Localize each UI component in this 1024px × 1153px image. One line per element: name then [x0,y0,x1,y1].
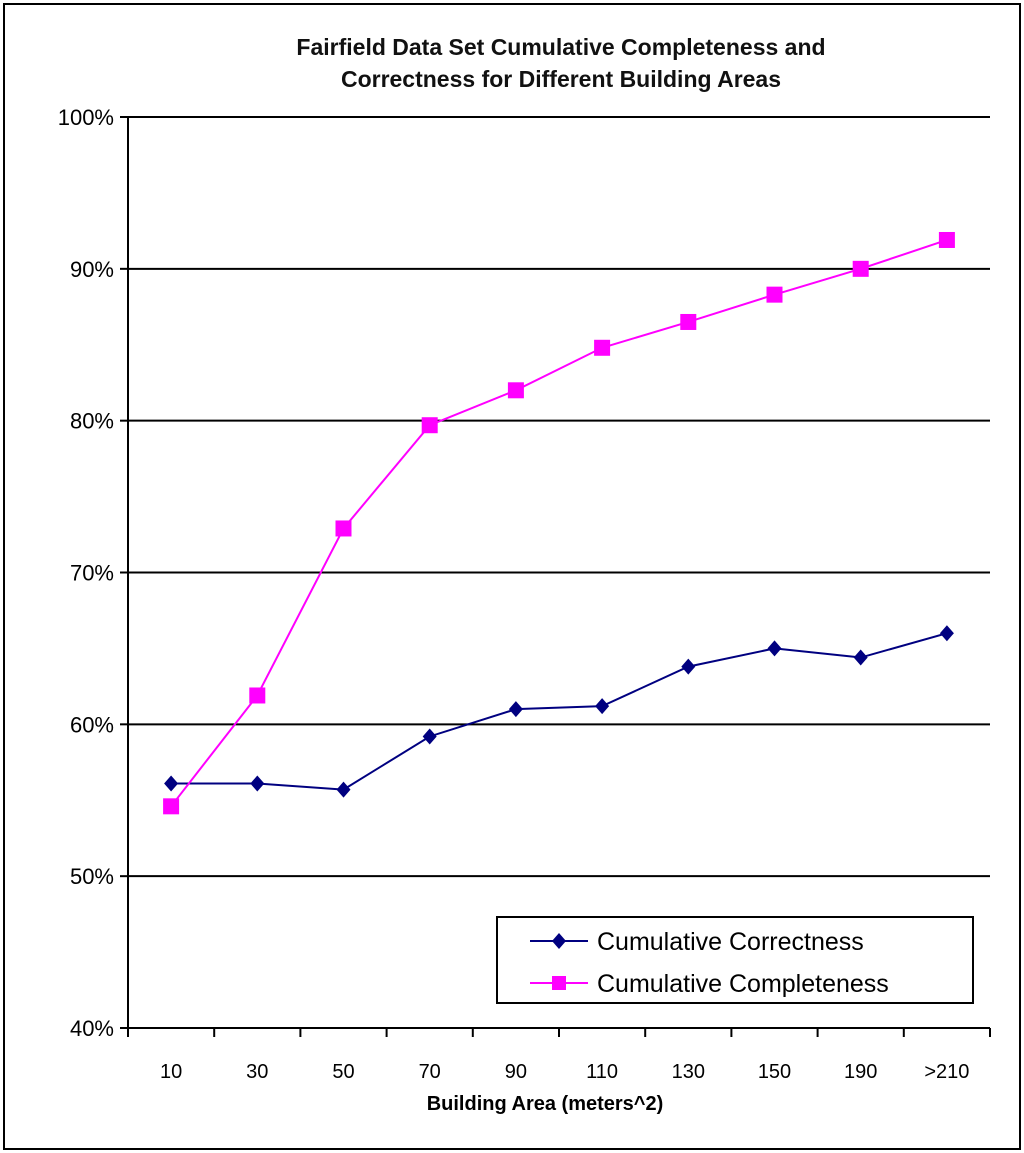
y-tick-label: 50% [70,864,114,889]
x-tick-label: 130 [672,1061,705,1083]
series [163,231,955,815]
y-tick-label: 70% [70,561,114,586]
data-point-correctness [250,775,265,792]
axes [120,116,991,1037]
x-tick-label: 110 [586,1061,618,1083]
legend-box [496,916,974,1004]
legend-label-completeness: Cumulative Completeness [597,970,889,998]
data-point-completeness [249,687,266,704]
legend: Cumulative Correctness Cumulative Comple… [496,916,974,1004]
chart-title-line-2: Correctness for Different Building Areas [341,66,781,92]
x-tick-labels: 10 30 50 70 90 110 130 150 190 >210 [160,1061,969,1083]
data-point-completeness [680,313,697,330]
x-tick-label: 190 [844,1061,877,1083]
x-tick-label: >210 [924,1061,969,1083]
x-tick-label: 150 [758,1061,791,1083]
y-tick-label: 40% [70,1016,114,1041]
x-tick-label: 50 [332,1061,354,1083]
legend-marker-correctness [552,933,566,949]
data-point-completeness [766,286,783,303]
data-point-correctness [595,698,610,715]
data-point-completeness [507,382,524,399]
data-point-correctness [853,649,868,666]
y-tick-label: 100% [58,105,114,130]
data-point-correctness [164,775,179,792]
x-tick-label: 90 [505,1061,527,1083]
y-tick-label: 80% [70,409,114,434]
legend-marker-completeness [552,976,566,990]
data-point-correctness [767,640,782,657]
y-tick-labels: 40% 50% 60% 70% 80% 90% 100% [58,105,114,1041]
x-axis-label: Building Area (meters^2) [427,1093,664,1115]
y-tick-label: 90% [70,257,114,282]
data-point-completeness [421,417,438,434]
chart-title-line-1: Fairfield Data Set Cumulative Completene… [296,34,825,60]
data-point-correctness [336,781,351,798]
data-point-completeness [163,798,180,815]
y-tick-label: 60% [70,712,114,737]
data-point-completeness [852,260,869,277]
data-point-correctness [422,728,437,745]
data-point-correctness [939,625,954,642]
data-point-correctness [681,658,696,675]
x-tick-label: 70 [419,1061,441,1083]
data-point-completeness [594,339,611,356]
data-point-completeness [335,520,352,537]
series-line-completeness [170,239,948,807]
legend-label-correctness: Cumulative Correctness [597,928,864,956]
data-point-correctness [508,701,523,718]
x-tick-label: 30 [246,1061,268,1083]
series-line-correctness [171,632,948,791]
data-point-completeness [938,231,955,248]
gridlines [128,116,990,878]
x-tick-label: 10 [160,1061,182,1083]
